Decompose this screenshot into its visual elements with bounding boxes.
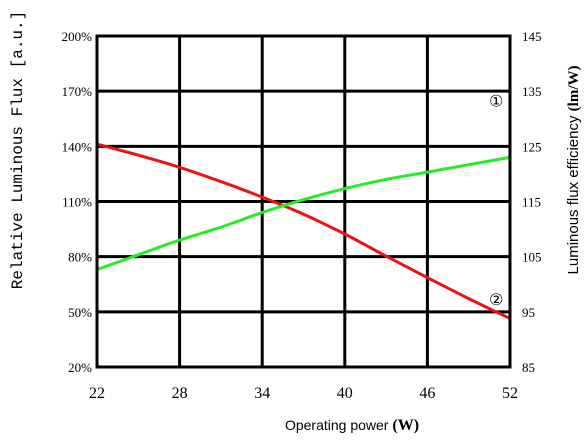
series-line-2 bbox=[95, 155, 512, 271]
left-tick-label: 140% bbox=[62, 139, 93, 154]
x-tick-label: 22 bbox=[89, 385, 105, 402]
right-tick-label: 85 bbox=[522, 360, 535, 375]
right-tick-label: 95 bbox=[522, 305, 535, 320]
x-axis-label-unit: (W) bbox=[392, 417, 419, 434]
series-line-1 bbox=[95, 142, 512, 320]
curve-annotations: ①② bbox=[489, 91, 503, 309]
right-axis-label-unit: (lm/W) bbox=[566, 66, 582, 112]
left-tick-label: 20% bbox=[68, 360, 92, 375]
x-axis-label-text: Operating power bbox=[285, 417, 389, 433]
series-lines bbox=[95, 142, 512, 320]
left-axis-ticks: 20% 50% 80% 110% 140% 170% 200% bbox=[62, 29, 93, 375]
right-tick-label: 125 bbox=[522, 139, 542, 154]
right-axis-label: Luminous flux efficiency (lm/W) bbox=[565, 66, 582, 275]
x-tick-label: 46 bbox=[419, 385, 435, 402]
x-tick-label: 40 bbox=[337, 385, 353, 402]
left-tick-label: 50% bbox=[68, 305, 92, 320]
left-tick-label: 200% bbox=[62, 29, 93, 44]
x-axis-ticks: 22 28 34 40 46 52 bbox=[89, 385, 518, 402]
right-tick-label: 145 bbox=[522, 29, 542, 44]
x-tick-label: 52 bbox=[502, 385, 518, 402]
right-axis-label-text: Luminous flux efficiency bbox=[565, 115, 582, 274]
curve-annotation-1: ① bbox=[489, 91, 503, 110]
x-tick-label: 34 bbox=[254, 385, 270, 402]
right-tick-label: 115 bbox=[522, 195, 541, 210]
left-axis-label: Relative Luminous Flux [a.u.] bbox=[9, 11, 27, 289]
x-tick-label: 28 bbox=[172, 385, 188, 402]
left-tick-label: 110% bbox=[62, 195, 92, 210]
right-axis-ticks: 85 95 105 115 125 135 145 bbox=[522, 29, 542, 375]
left-tick-label: 170% bbox=[62, 84, 93, 99]
curve-annotation-2: ② bbox=[489, 290, 503, 309]
right-tick-label: 135 bbox=[522, 84, 542, 99]
left-tick-label: 80% bbox=[68, 250, 92, 265]
plot-frame bbox=[95, 34, 512, 369]
grid-lines bbox=[97, 36, 510, 367]
x-axis-label: Operating power (W) bbox=[285, 417, 419, 434]
right-tick-label: 105 bbox=[522, 250, 542, 265]
